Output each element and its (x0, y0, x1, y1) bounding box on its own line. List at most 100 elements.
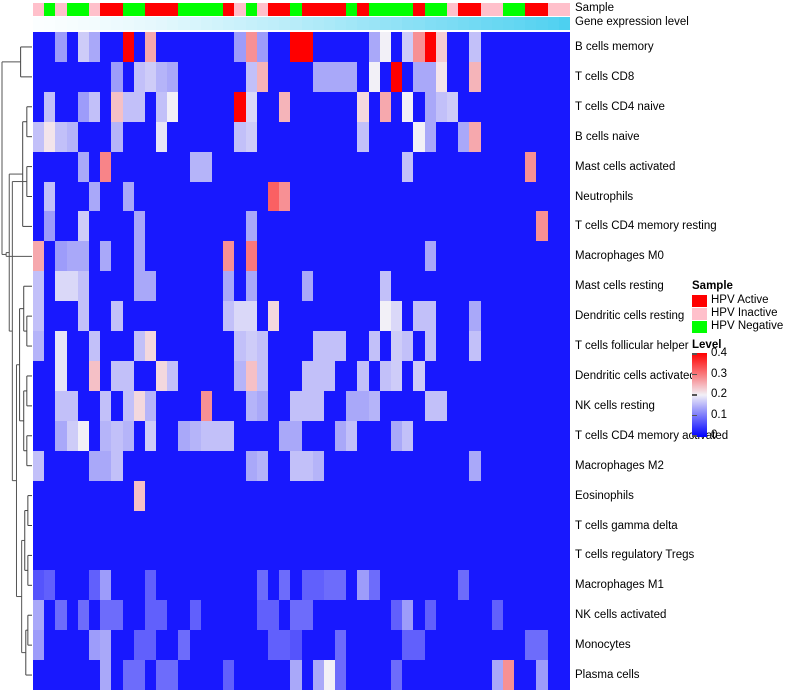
sample-annotation-cell (558, 3, 570, 16)
heatmap-cell (167, 181, 179, 212)
heatmap-cell (536, 600, 548, 631)
row-label-column: B cells memory T cells CD8 T cells CD4 nai… (575, 32, 800, 690)
heatmap-cell (469, 450, 481, 481)
heatmap-cell (491, 271, 503, 302)
heatmap-cell (234, 61, 246, 92)
heatmap-cell (402, 510, 414, 541)
sample-annotation-cell (256, 3, 268, 16)
heatmap-cell (290, 480, 302, 511)
heatmap-cell (156, 540, 168, 571)
heatmap-cell (178, 420, 190, 451)
gene-expression-level-cell (547, 17, 559, 30)
heatmap-cell (335, 61, 347, 92)
heatmap-cell (212, 390, 224, 421)
heatmap-cell (133, 360, 145, 391)
heatmap-cell (491, 570, 503, 601)
heatmap-cell (335, 660, 347, 690)
heatmap-cell (133, 540, 145, 571)
heatmap-cell (144, 600, 157, 631)
heatmap-cell (88, 211, 101, 242)
heatmap-cell (413, 32, 425, 62)
heatmap-cell (33, 32, 45, 62)
heatmap-cell (156, 211, 168, 242)
heatmap-cell (312, 660, 324, 690)
heatmap-cell (480, 570, 492, 601)
heatmap-cell (379, 480, 391, 511)
heatmap-cell (267, 480, 280, 511)
heatmap-cell (323, 540, 336, 571)
heatmap-cell (446, 271, 459, 302)
heatmap-cell (357, 271, 369, 302)
heatmap-cell (424, 91, 436, 122)
heatmap-cell (346, 630, 358, 661)
heatmap-cell (480, 331, 492, 361)
heatmap-cell (558, 510, 570, 541)
gene-expression-level-cell (525, 17, 537, 30)
heatmap-cell (200, 600, 212, 631)
heatmap-cell (234, 390, 246, 421)
heatmap-cell (189, 420, 201, 451)
heatmap-cell (402, 480, 414, 511)
heatmap-cell (558, 151, 570, 182)
heatmap-cell (267, 570, 280, 601)
sample-annotation-cell (33, 3, 45, 16)
heatmap-cell (88, 660, 101, 690)
row-label: Macrophages M1 (575, 579, 664, 592)
heatmap-cell (167, 510, 179, 541)
heatmap-cell (514, 480, 526, 511)
heatmap-cell (558, 121, 570, 152)
heatmap-cell (368, 480, 380, 511)
heatmap-cell (189, 331, 201, 361)
heatmap-cell (111, 241, 123, 272)
heatmap-cell (346, 151, 358, 182)
heatmap-cell (435, 390, 447, 421)
heatmap-cell (234, 630, 246, 661)
heatmap-cell (144, 91, 157, 122)
heatmap-cell (301, 570, 313, 601)
heatmap-cell (33, 181, 45, 212)
heatmap-cell (33, 241, 45, 272)
sample-annotation-cell (234, 3, 246, 16)
gene-expression-level-cell (491, 17, 503, 30)
sample-annotation-cell (323, 3, 336, 16)
heatmap-cell (312, 600, 324, 631)
heatmap-cell (368, 331, 380, 361)
heatmap-cell (234, 241, 246, 272)
heatmap-cell (558, 301, 570, 332)
heatmap-cell (514, 600, 526, 631)
heatmap-cell (391, 360, 403, 391)
heatmap-cell (55, 211, 67, 242)
heatmap-cell (256, 390, 268, 421)
heatmap-cell (245, 91, 257, 122)
heatmap-cell (379, 61, 391, 92)
heatmap-cell (178, 360, 190, 391)
sample-annotation-cell (66, 3, 78, 16)
heatmap-grid (33, 32, 570, 690)
heatmap-cell (279, 390, 291, 421)
heatmap-cell (156, 420, 168, 451)
sample-annotation-cell (100, 3, 112, 16)
heatmap-cell (525, 390, 537, 421)
heatmap-cell (133, 301, 145, 332)
heatmap-cell (469, 360, 481, 391)
heatmap-cell (279, 630, 291, 661)
gene-expression-level-cell (77, 17, 89, 30)
heatmap-cell (558, 660, 570, 690)
heatmap-cell (279, 121, 291, 152)
heatmap-cell (178, 32, 190, 62)
heatmap-cell (402, 390, 414, 421)
heatmap-cell (323, 271, 336, 302)
heatmap-cell (167, 211, 179, 242)
heatmap-cell (446, 61, 459, 92)
heatmap-cell (346, 600, 358, 631)
heatmap-cell (536, 211, 548, 242)
sample-legend-swatch (692, 294, 707, 307)
heatmap-cell (301, 390, 313, 421)
heatmap-cell (167, 151, 179, 182)
heatmap-cell (100, 450, 112, 481)
heatmap-cell (279, 360, 291, 391)
heatmap-cell (491, 360, 503, 391)
heatmap-cell (514, 241, 526, 272)
heatmap-cell (33, 390, 45, 421)
heatmap-cell (514, 151, 526, 182)
